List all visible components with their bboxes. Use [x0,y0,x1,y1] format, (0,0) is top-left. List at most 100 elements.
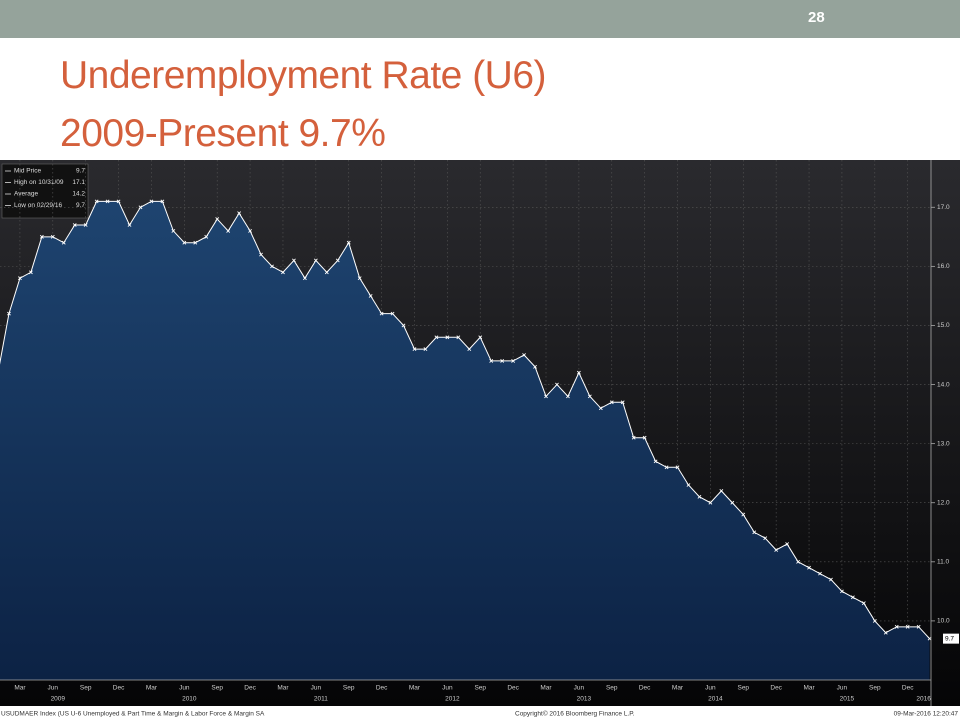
point-marker [664,465,669,470]
point-marker [818,571,822,576]
point-marker [544,394,548,399]
point-marker [368,293,373,298]
x-tick-label: Dec [113,685,125,692]
point-marker [160,199,165,204]
point-marker [741,512,746,517]
point-marker [566,394,570,399]
x-tick-label: Mar [14,685,26,692]
point-marker [379,311,384,316]
point-marker [138,205,143,210]
point-marker [412,347,417,352]
x-tick-label: Sep [737,685,749,692]
last-value-label: 9.7 [945,635,954,642]
x-group-label: 2014 [708,696,723,703]
x-group-label: 2012 [445,696,460,703]
point-marker [72,223,77,227]
slide-title: 2009-Present 9.7% [60,112,386,155]
point-marker [609,400,614,405]
point-marker [270,264,274,269]
point-marker [752,530,757,535]
line [0,200,930,639]
point-marker [708,500,713,505]
point-marker [631,435,636,440]
y-tick-label: 17.0 [937,204,950,211]
point-marker [522,353,526,357]
point-marker [511,358,516,363]
point-marker [127,223,132,227]
point-marker [259,252,263,257]
point-marker [478,335,483,340]
x-tick-label: Sep [474,685,486,692]
point-marker [390,311,395,316]
point-marker [149,199,154,204]
y-tick-label: 11.0 [937,559,950,566]
point-marker [215,217,220,222]
point-marker [248,228,252,233]
point-marker [533,364,537,369]
point-marker [620,400,625,405]
y-tick-label: 14.0 [937,381,950,388]
x-group-label: 2013 [577,696,592,703]
point-marker [401,323,406,328]
point-marker [730,500,735,505]
x-tick-label: Jun [705,685,716,692]
point-marker [302,276,307,281]
point-marker [346,240,351,245]
x-tick-label: Dec [902,685,914,692]
chart: Mid Price 9.7 High on 10/31/09 17.1 Average 1… [0,160,960,718]
x-tick-label: Jun [311,685,322,692]
point-marker [193,240,198,245]
point-marker [697,494,702,499]
last-value-box [943,633,959,644]
legend-label: Average [14,191,38,198]
x-tick-label: Jun [442,685,453,692]
point-marker [281,270,285,275]
point-marker [829,577,833,582]
point-marker [182,240,187,245]
point-marker [171,228,176,233]
point-marker [467,347,472,352]
point-marker [796,559,800,564]
point-marker [324,270,329,275]
point-marker [335,258,340,263]
source-note: USUDMAER Index (US U-6 Unemployed & Part… [1,711,265,718]
point-marker [204,234,209,239]
x-tick-label: Mar [277,685,289,692]
point-marker [39,234,44,239]
point-marker [894,624,899,629]
point-marker [598,406,603,411]
top-bar: 28 [0,0,960,38]
x-tick-label: Sep [606,685,618,692]
point-marker [50,234,55,239]
point-marker [576,370,581,375]
point-marker [774,548,779,552]
point-marker [840,589,844,594]
legend: Mid Price 9.7 High on 10/31/09 17.1 Average 1… [1,163,89,219]
point-marker [642,435,647,440]
point-marker [785,542,790,547]
legend-value: 14.2 [72,191,85,198]
x-tick-label: Sep [211,685,223,692]
point-marker [61,240,66,245]
x-group-label: 2016 [916,696,931,703]
point-marker [763,536,768,541]
area [0,201,930,680]
x-tick-label: Mar [672,685,684,692]
x-tick-label: Dec [244,685,256,692]
point-marker [94,199,99,204]
y-tick-label: 10.0 [937,618,950,625]
y-tick-label: 12.0 [937,499,950,506]
point-marker [423,347,428,352]
legend-value: 9.7 [76,168,85,175]
x-tick-label: Mar [803,685,815,692]
point-marker [313,258,318,263]
legend-value: 17.1 [72,179,85,186]
legend-box [1,163,89,219]
x-tick-label: Mar [409,685,421,692]
point-marker [686,483,691,487]
x-tick-label: Mar [146,685,158,692]
point-marker [105,199,110,204]
x-group-label: 2010 [182,696,197,703]
x-tick-label: Sep [80,685,92,692]
